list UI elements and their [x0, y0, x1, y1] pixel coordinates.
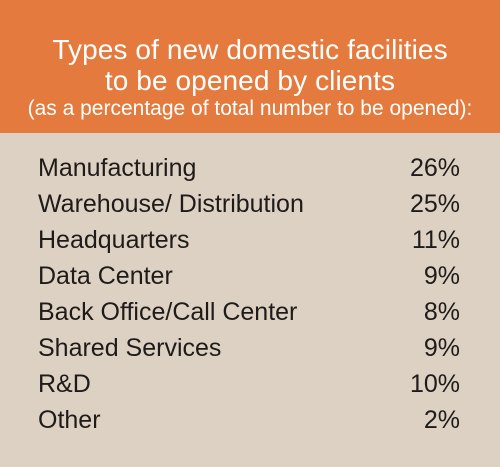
table-row: Shared Services 9% — [0, 330, 500, 366]
percentage-value: 9% — [423, 262, 460, 290]
header-banner: Types of new domestic facilities to be o… — [0, 0, 500, 133]
facility-type-label: Shared Services — [38, 334, 222, 362]
percentage-value: 2% — [423, 406, 460, 434]
subtitle: (as a percentage of total number to be o… — [27, 97, 473, 120]
title-line-2: to be opened by clients — [104, 65, 396, 96]
percentage-value: 10% — [409, 370, 460, 398]
facility-type-label: R&D — [38, 370, 91, 398]
table-row: Data Center 9% — [0, 258, 500, 294]
percentage-value: 25% — [409, 190, 460, 218]
table-row: Headquarters 11% — [0, 222, 500, 258]
percentage-value: 26% — [409, 154, 460, 182]
percentage-value: 11% — [411, 226, 460, 254]
table-row: Manufacturing 26% — [0, 150, 500, 186]
facility-type-label: Manufacturing — [38, 154, 197, 182]
table-row: Back Office/Call Center 8% — [0, 294, 500, 330]
table-row: R&D 10% — [0, 366, 500, 402]
facility-type-label: Headquarters — [38, 226, 190, 254]
facility-type-label: Other — [38, 406, 101, 434]
facility-type-label: Back Office/Call Center — [38, 298, 298, 326]
facility-table: Manufacturing 26% Warehouse/ Distribution 2… — [0, 150, 500, 438]
table-row: Other 2% — [0, 402, 500, 438]
facility-type-label: Warehouse/ Distribution — [38, 190, 304, 218]
percentage-value: 8% — [423, 298, 460, 326]
facility-type-label: Data Center — [38, 262, 173, 290]
percentage-value: 9% — [423, 334, 460, 362]
title-line-1: Types of new domestic facilities — [52, 34, 448, 65]
table-row: Warehouse/ Distribution 25% — [0, 186, 500, 222]
